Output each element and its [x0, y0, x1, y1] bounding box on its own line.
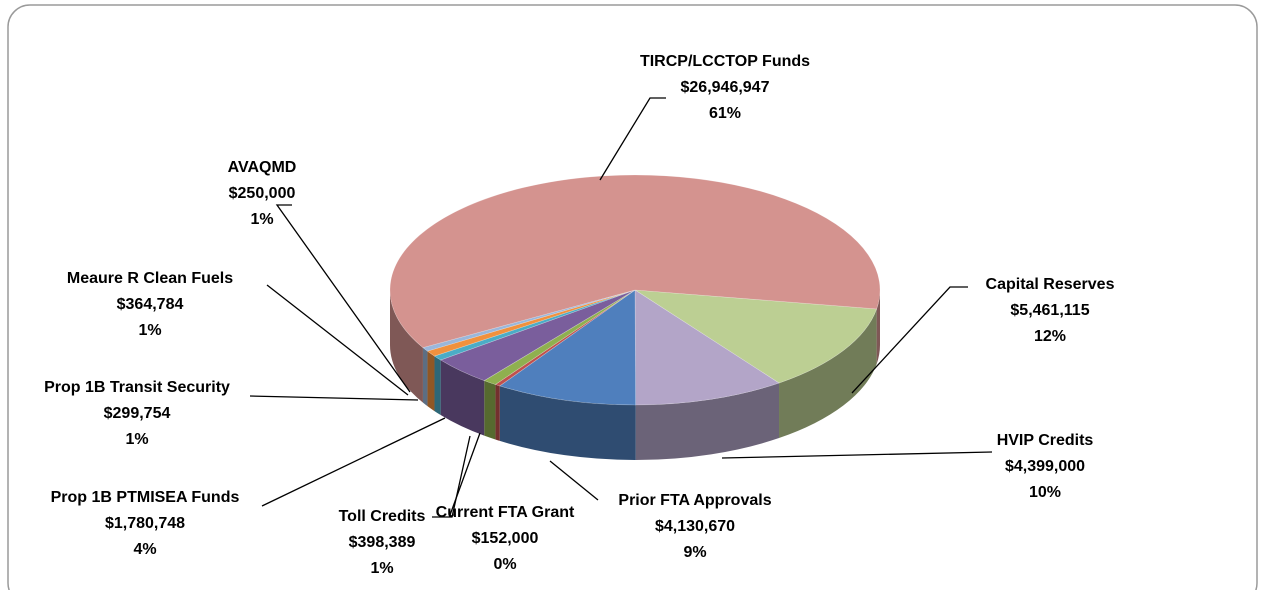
slice-percent-label: 61%	[709, 105, 741, 122]
slice-label: Prop 1B Transit Security	[44, 379, 230, 396]
slice-percent-label: 1%	[250, 211, 273, 228]
pie-side	[779, 308, 877, 439]
slice-value-label: $4,130,670	[655, 518, 735, 535]
slice-value-label: $26,946,947	[681, 79, 770, 96]
pie-slice	[422, 289, 636, 352]
slice-value-label: $152,000	[472, 530, 539, 547]
leader-line	[851, 286, 968, 394]
leader-line	[432, 435, 471, 518]
slice-value-label: $398,389	[349, 534, 416, 551]
slice-value-label: $364,784	[117, 296, 184, 313]
pie-side	[495, 384, 500, 441]
pie-slice	[499, 289, 636, 406]
pie-side	[499, 385, 636, 460]
leader-line	[721, 451, 993, 459]
slice-value-label: $5,461,115	[1010, 302, 1089, 319]
leader-line	[261, 417, 446, 507]
pie-slice	[494, 289, 636, 387]
pie-slice	[634, 289, 780, 406]
slice-label: AVAQMD	[228, 159, 297, 176]
slice-label: Current FTA Grant	[436, 504, 575, 521]
slice-value-label: $250,000	[229, 185, 296, 202]
slice-percent-label: 4%	[133, 541, 156, 558]
slice-percent-label: 1%	[125, 431, 148, 448]
pie-side	[427, 351, 435, 412]
leader-line	[249, 395, 419, 401]
slice-value-label: $1,780,748	[105, 515, 185, 532]
pie-side	[635, 383, 780, 460]
slice-percent-label: 0%	[493, 556, 516, 573]
slice-value-label: $299,754	[104, 405, 171, 422]
leader-line	[275, 204, 411, 393]
pie-slice	[389, 174, 881, 348]
leader-line	[549, 460, 599, 501]
slice-percent-label: 1%	[138, 322, 161, 339]
pie-side	[422, 347, 428, 407]
slice-label: Toll Credits	[339, 508, 426, 525]
slice-label: Prior FTA Approvals	[618, 492, 771, 509]
slice-percent-label: 9%	[683, 544, 706, 561]
pie-side	[440, 360, 485, 436]
leader-line	[599, 97, 666, 181]
pie-slice	[433, 289, 636, 361]
pie-side	[434, 356, 441, 416]
slice-label: Meaure R Clean Fuels	[67, 270, 233, 287]
slice-value-label: $4,399,000	[1005, 458, 1085, 475]
slice-percent-label: 10%	[1029, 484, 1061, 501]
slice-label: Capital Reserves	[986, 276, 1115, 293]
pie-slice	[483, 289, 636, 385]
slice-label: HVIP Credits	[997, 432, 1094, 449]
slice-label: Prop 1B PTMISEA Funds	[51, 489, 240, 506]
pie-side	[484, 380, 496, 440]
pie-slice	[426, 289, 636, 357]
leader-line	[266, 284, 409, 396]
slice-percent-label: 1%	[370, 560, 393, 577]
pie-slice	[439, 289, 636, 381]
pie-slice	[634, 289, 878, 384]
slice-percent-label: 12%	[1034, 328, 1066, 345]
slice-label: TIRCP/LCCTOP Funds	[640, 53, 810, 70]
pie-side	[876, 290, 880, 364]
